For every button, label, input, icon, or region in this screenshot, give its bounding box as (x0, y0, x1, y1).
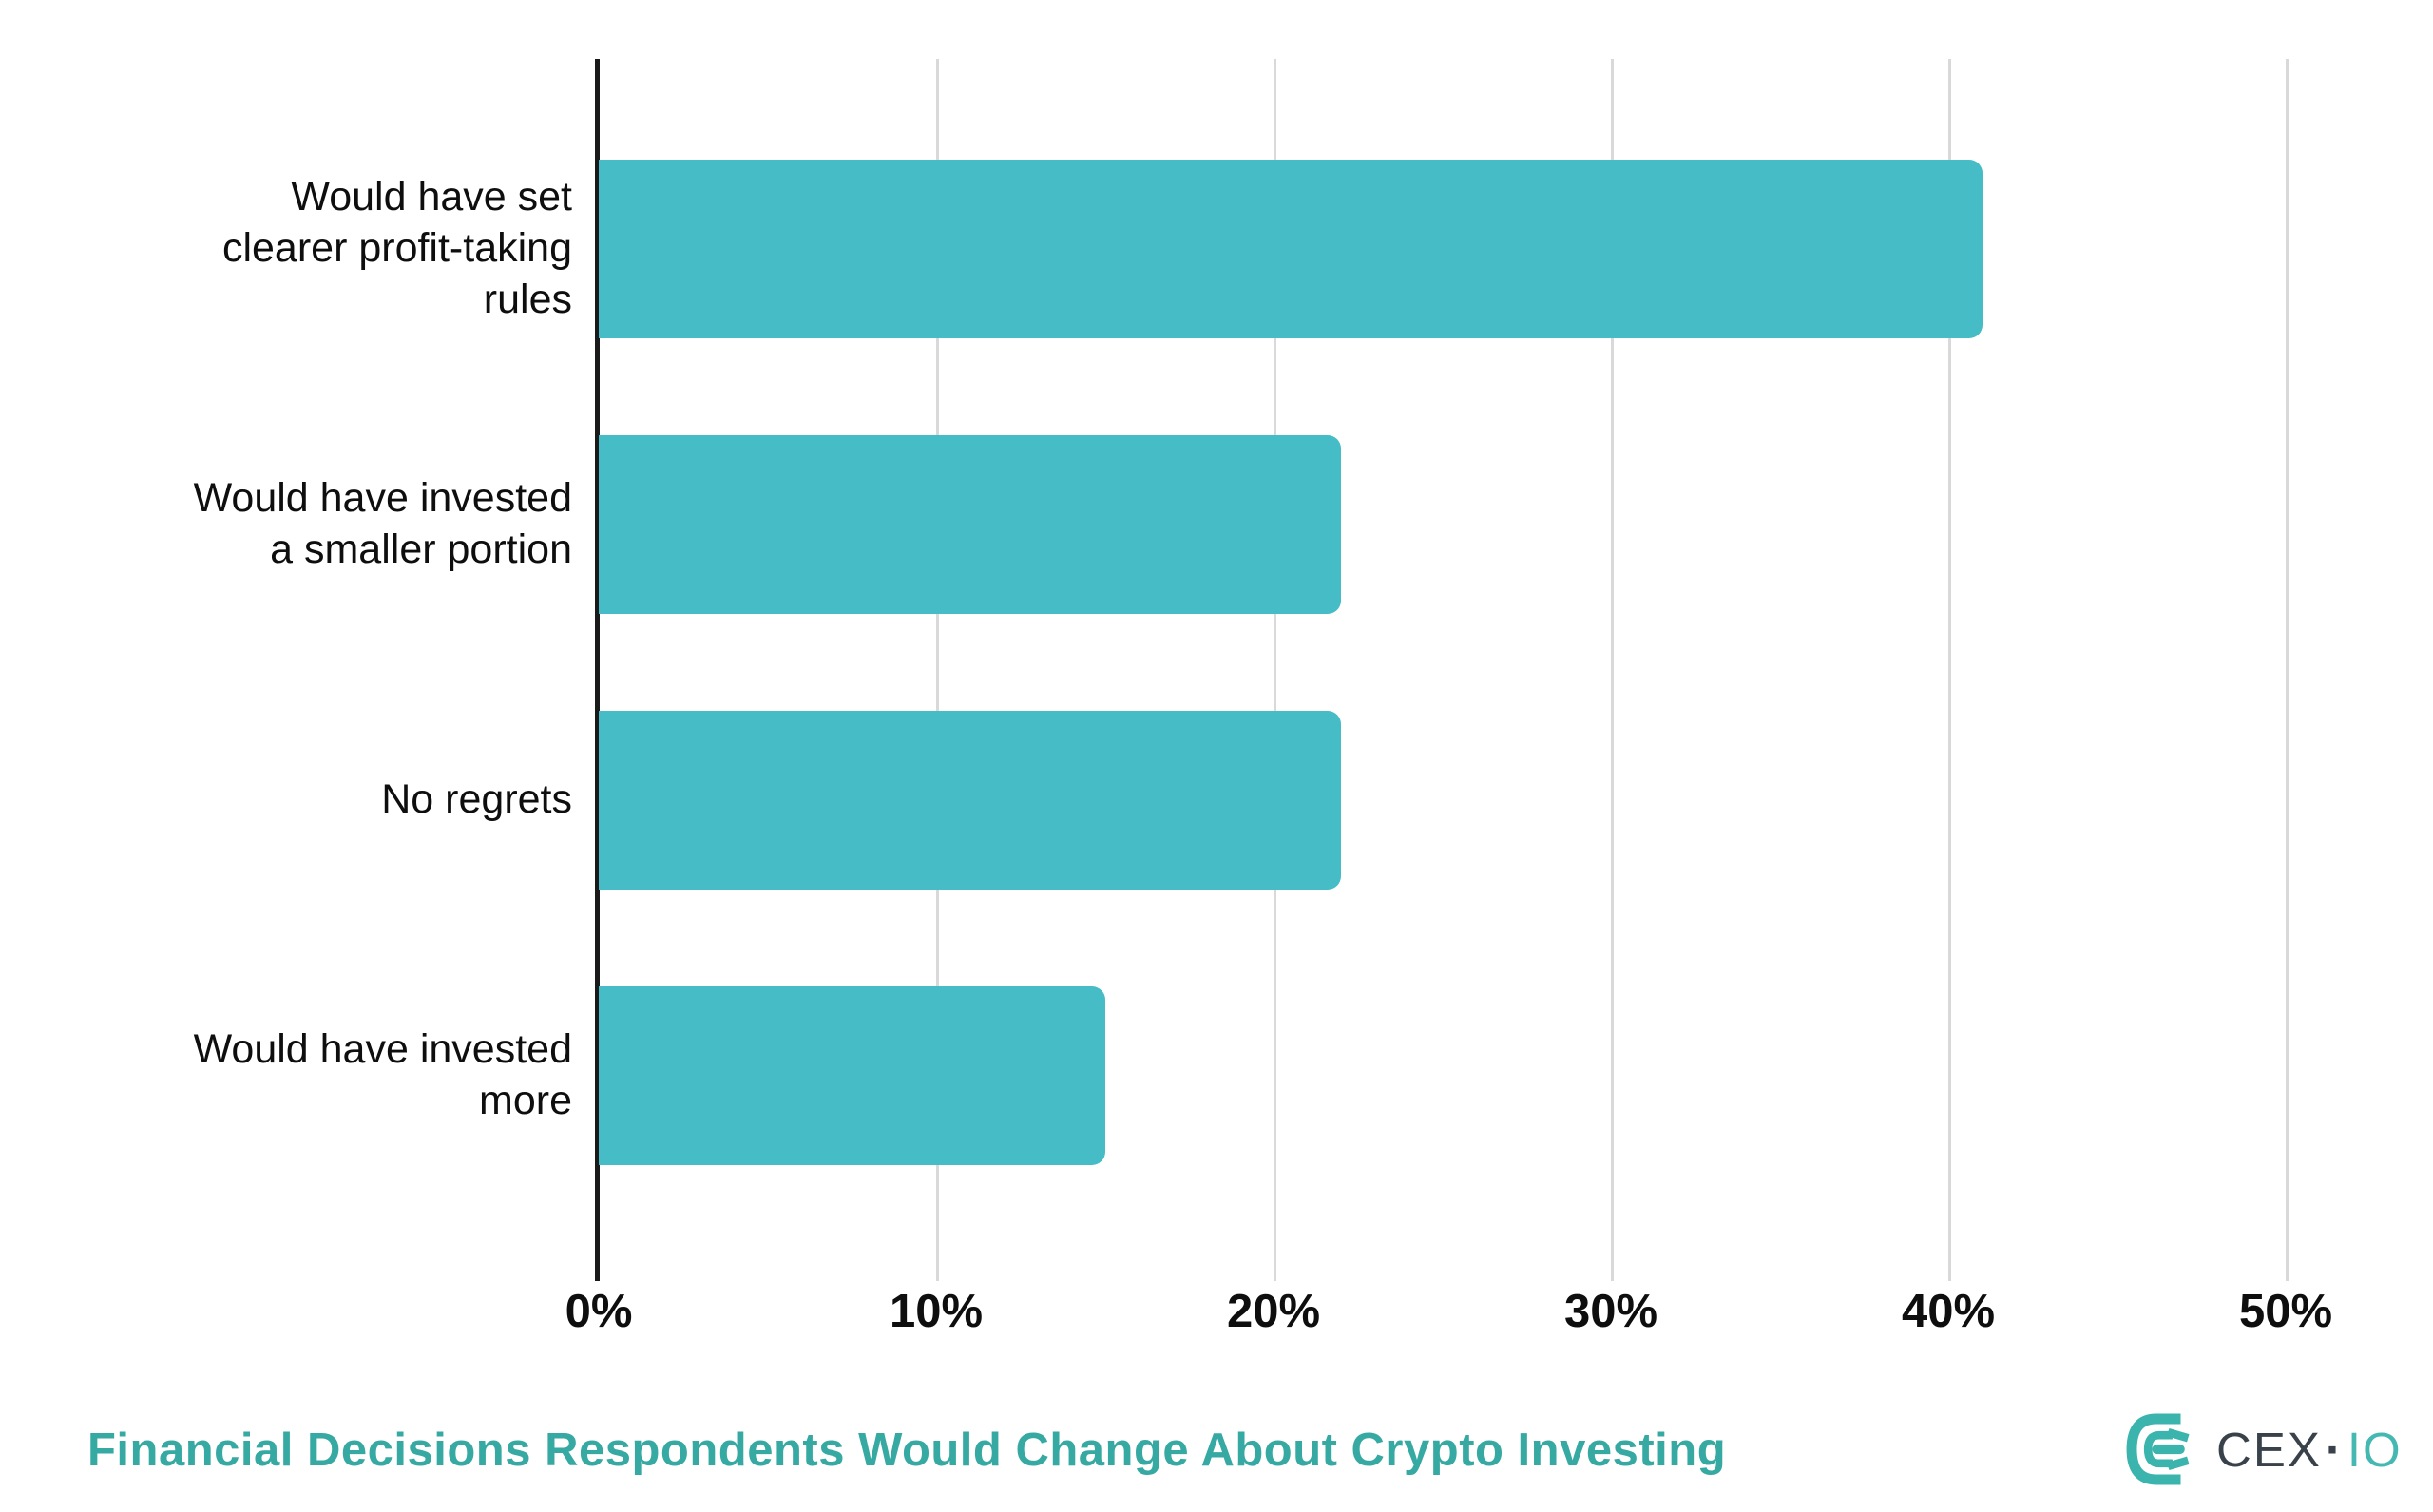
x-tick-label: 20% (1226, 1286, 1321, 1337)
logo-text-cex: CEX (2216, 1422, 2322, 1477)
category-label-line: rules (483, 276, 572, 322)
category-label-line: Would have set (291, 174, 572, 220)
x-tick-label: 30% (1563, 1286, 1658, 1337)
gridline (1611, 59, 1614, 1281)
bar (599, 986, 1105, 1165)
category-label: Would have invested more (40, 986, 572, 1165)
gridline (936, 59, 939, 1281)
category-label: Would have invested a smaller portion (40, 435, 572, 614)
gridline (1274, 59, 1276, 1281)
category-label-line: No regrets (381, 776, 572, 823)
category-label-line: more (479, 1078, 572, 1123)
logo-wordmark: CEX · IO (2216, 1426, 2403, 1474)
category-label-line: a smaller portion (270, 526, 572, 572)
gridline (2286, 59, 2289, 1281)
category-label-line: clearer profit-taking (221, 225, 572, 272)
category-label-line: Would have invested (193, 1026, 572, 1073)
bar (599, 711, 1341, 890)
category-label: Would have set clearer profit-taking rules (40, 160, 572, 338)
y-axis-line (595, 59, 600, 1281)
bar (599, 160, 1983, 338)
cexio-logo: CEX · IO (2125, 1412, 2403, 1486)
logo-separator-dot: · (2325, 1422, 2344, 1477)
x-tick-label: 0% (565, 1286, 633, 1337)
x-tick-label: 50% (2238, 1286, 2333, 1337)
x-tick-label: 10% (889, 1286, 984, 1337)
gridline (1948, 59, 1951, 1281)
x-tick-label: 40% (1901, 1286, 1996, 1337)
chart-title: Financial Decisions Respondents Would Ch… (87, 1425, 1727, 1476)
category-label: No regrets (40, 711, 572, 890)
category-label-line: Would have invested (193, 475, 572, 522)
bar (599, 435, 1341, 614)
logo-text-io: IO (2347, 1422, 2403, 1477)
cexio-emblem-icon (2126, 1413, 2190, 1485)
